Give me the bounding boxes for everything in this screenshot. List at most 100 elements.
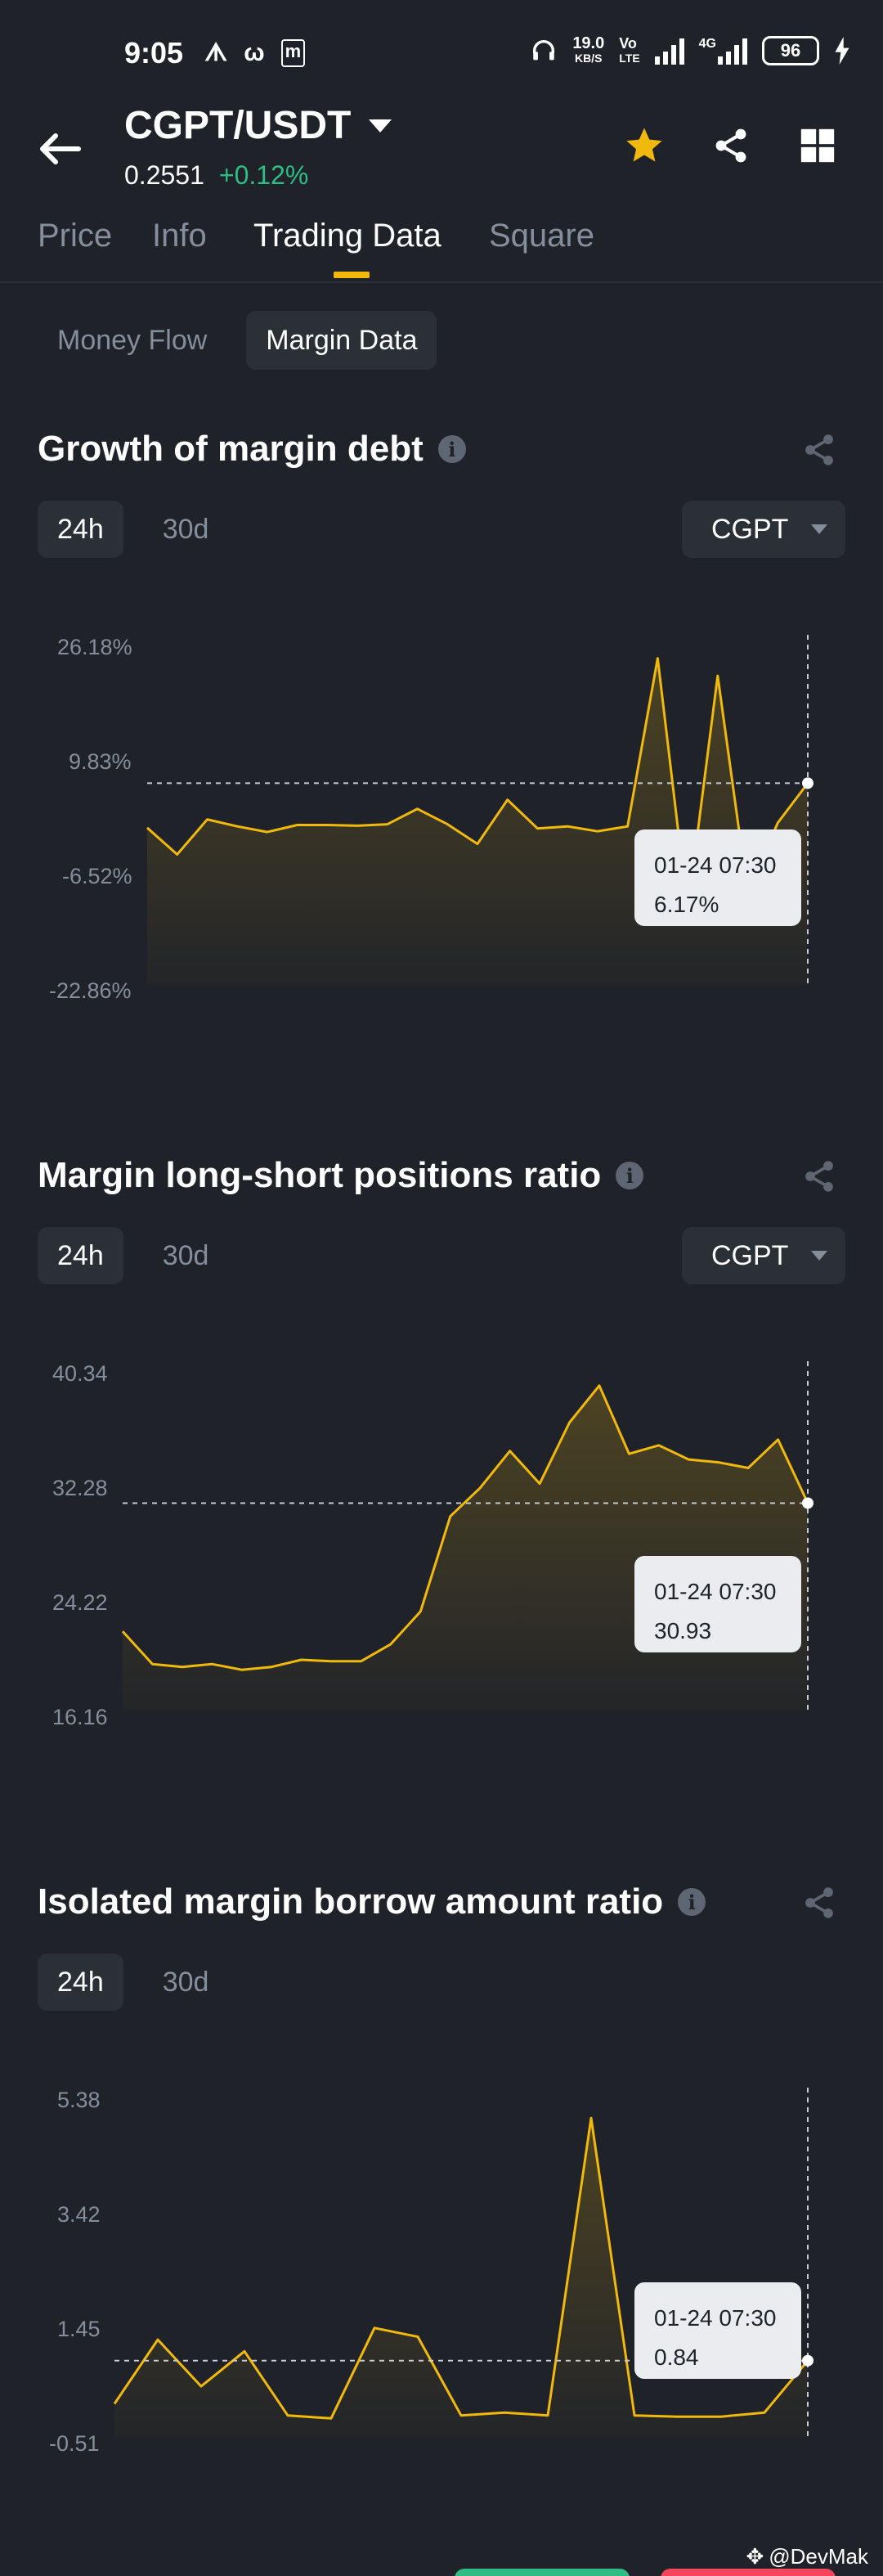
- series-line: [113, 2116, 809, 2420]
- headphones-icon: [533, 40, 555, 61]
- subtab-margin-data[interactable]: Margin Data: [246, 311, 437, 370]
- watermark-text: @DevMak: [769, 2544, 868, 2569]
- grid-icon: [800, 128, 835, 163]
- battery-icon: 96: [762, 36, 819, 65]
- range-selector: 24h 30d: [38, 501, 228, 558]
- watermark-icon: ✥: [746, 2544, 764, 2569]
- series-area: [147, 658, 808, 985]
- active-tab-indicator: [334, 272, 370, 278]
- chart-tooltip: 01-24 07:30 30.93: [634, 1556, 801, 1652]
- price-line: 0.2551 +0.12%: [124, 160, 308, 191]
- range-24h-button[interactable]: 24h: [38, 501, 123, 558]
- status-bar: 9:05 ᗑ ω m 19.0 KB/S Vo LTE 4G 96: [0, 0, 883, 106]
- net-speed-value: 19.0: [572, 34, 605, 52]
- signal-1-icon: [654, 37, 684, 65]
- crosshair-point: [802, 1497, 814, 1509]
- volte-indicator: Vo LTE: [619, 36, 639, 65]
- range-selector: 24h 30d: [38, 1953, 228, 2011]
- sell-button-peek[interactable]: [661, 2569, 836, 2576]
- range-30d-button[interactable]: 30d: [162, 1966, 209, 1998]
- signal-2-group: 4G: [699, 37, 747, 65]
- tab-info[interactable]: Info: [152, 218, 207, 254]
- battery-level: 96: [780, 40, 801, 61]
- range-30d-button[interactable]: 30d: [162, 1239, 209, 1271]
- chart-plot[interactable]: [0, 1335, 883, 1760]
- tooltip-value: 0.84: [654, 2344, 699, 2370]
- y-tick-label: -6.52%: [62, 864, 132, 888]
- info-icon[interactable]: i: [616, 1162, 644, 1189]
- tooltip-time: 01-24 07:30: [654, 2305, 777, 2331]
- y-tick-label: 3.42: [57, 2202, 101, 2227]
- tooltip-time: 01-24 07:30: [654, 852, 777, 878]
- arrow-left-icon: [40, 133, 81, 164]
- y-tick-label: 32.28: [52, 1476, 108, 1500]
- network-type: 4G: [698, 37, 716, 51]
- share-icon: [715, 128, 746, 163]
- status-notification-icons: ᗑ ω m: [204, 39, 306, 67]
- tooltip-value: 6.17%: [654, 892, 719, 917]
- buy-button-peek[interactable]: [455, 2569, 630, 2576]
- info-icon[interactable]: i: [678, 1888, 706, 1916]
- share-icon[interactable]: [801, 1158, 837, 1194]
- share-button[interactable]: [708, 123, 754, 169]
- chart-plot[interactable]: [0, 2061, 883, 2487]
- y-tick-label: -22.86%: [49, 978, 132, 1003]
- section-title-text: Margin long-short positions ratio: [38, 1155, 602, 1195]
- signal-2-icon: [718, 37, 747, 65]
- section-title-text: Growth of margin debt: [38, 429, 424, 469]
- tooltip-time: 01-24 07:30: [654, 1579, 777, 1604]
- tab-square[interactable]: Square: [489, 218, 594, 254]
- chart-tooltip: 01-24 07:30 0.84: [634, 2282, 801, 2379]
- star-icon: [626, 128, 662, 162]
- range-24h-button[interactable]: 24h: [38, 1953, 123, 2011]
- y-tick-label: 24.22: [52, 1590, 108, 1615]
- favorite-button[interactable]: [621, 123, 667, 169]
- tab-trading-data[interactable]: Trading Data: [253, 218, 441, 254]
- sim-app-icon: ᗑ: [204, 39, 228, 66]
- coin-select[interactable]: CGPT: [682, 1227, 845, 1284]
- share-icon[interactable]: [801, 1885, 837, 1921]
- crosshair-point: [802, 2354, 814, 2367]
- range-30d-button[interactable]: 30d: [162, 513, 209, 545]
- net-speed-unit: KB/S: [575, 52, 603, 65]
- crosshair-point: [802, 777, 814, 789]
- net-speed: 19.0 KB/S: [572, 34, 605, 65]
- share-icon[interactable]: [801, 432, 837, 468]
- subtab-money-flow[interactable]: Money Flow: [57, 324, 208, 356]
- range-selector: 24h 30d: [38, 1227, 228, 1284]
- range-24h-button[interactable]: 24h: [38, 1227, 123, 1284]
- chevron-down-icon: [811, 524, 828, 534]
- price-change: +0.12%: [218, 160, 309, 190]
- series-area: [123, 1385, 808, 1711]
- y-tick-label: -0.51: [49, 2431, 100, 2456]
- pair-selector[interactable]: CGPT/USDT: [124, 103, 392, 148]
- header-actions: [621, 123, 840, 169]
- pair-name: CGPT/USDT: [124, 104, 352, 147]
- m-app-icon: m: [280, 39, 306, 67]
- tab-price[interactable]: Price: [38, 218, 113, 254]
- chart-isolated-borrow-ratio: 5.38 3.42 1.45 -0.51 01-24 07:30 0.84: [0, 2061, 883, 2456]
- w-app-icon: ω: [244, 39, 265, 66]
- grid-menu-button[interactable]: [795, 123, 840, 169]
- subtabs: Money Flow Margin Data: [38, 311, 437, 370]
- chart-plot[interactable]: [0, 609, 883, 1034]
- coin-select-value: CGPT: [711, 513, 789, 545]
- main-tabs: Price Info Trading Data Square: [0, 211, 883, 283]
- coin-select[interactable]: CGPT: [682, 501, 845, 558]
- y-tick-label: 16.16: [52, 1705, 108, 1729]
- coin-select-value: CGPT: [711, 1239, 789, 1271]
- volte-top: Vo: [619, 35, 637, 52]
- chart-tooltip: 01-24 07:30 6.17%: [634, 829, 801, 926]
- volte-bottom: LTE: [619, 52, 640, 65]
- y-tick-label: 26.18%: [57, 635, 132, 659]
- status-time: 9:05: [124, 36, 184, 70]
- section-title: Margin long-short positions ratio i: [38, 1155, 644, 1196]
- last-price: 0.2551: [124, 160, 204, 190]
- section-title: Isolated margin borrow amount ratio i: [38, 1881, 706, 1922]
- chevron-down-icon: [369, 119, 392, 133]
- chevron-down-icon: [811, 1251, 828, 1261]
- tooltip-value: 30.93: [654, 1618, 712, 1643]
- back-button[interactable]: [36, 124, 85, 173]
- info-icon[interactable]: i: [437, 435, 466, 463]
- chart-long-short-ratio: 40.34 32.28 24.22 16.16 01-24 07:30 30.9…: [0, 1335, 883, 1729]
